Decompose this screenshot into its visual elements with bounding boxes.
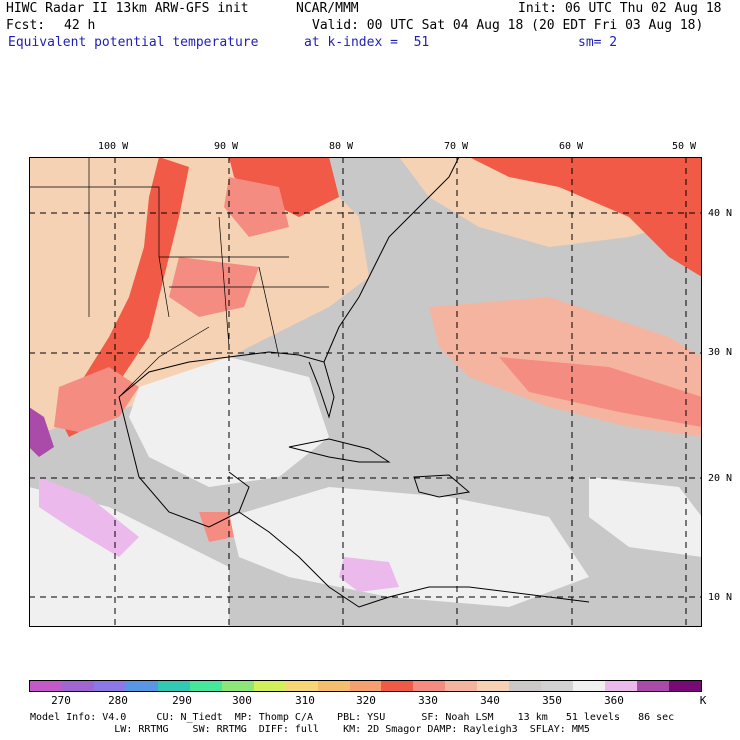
colorbar-tick: 350 [542, 694, 562, 707]
colorbar-unit: K [699, 694, 707, 707]
colorbar-swatch [317, 681, 350, 691]
forecast-label: Fcst: [6, 18, 46, 33]
border-line [29, 186, 289, 258]
colorbar-swatch [477, 681, 510, 691]
high-thetae-plains [59, 157, 189, 437]
graticule [29, 157, 702, 627]
violet-caribbean [339, 557, 399, 592]
salmon-central-america [199, 512, 234, 542]
colorbar-swatch [669, 681, 702, 691]
high-thetae-south-texas [54, 367, 139, 432]
high-thetae-nw-atlantic [469, 157, 702, 277]
mexico-coast [118, 396, 250, 528]
colorbar-swatch [349, 681, 382, 691]
colorbar-swatch [445, 681, 478, 691]
high-thetae-midwest [229, 157, 339, 217]
colorbar-swatch [637, 681, 670, 691]
colorbar-tick: 290 [172, 694, 192, 707]
lon-label: 80 W [329, 141, 354, 152]
colorbar-tick: 280 [108, 694, 128, 707]
colorbar-swatch [221, 681, 254, 691]
theta-e-map [29, 157, 702, 627]
colorbar-tick: 270 [51, 694, 71, 707]
lon-label: 50 W [672, 141, 697, 152]
lat-label: 10 N [708, 592, 733, 603]
colorbar-swatch [413, 681, 446, 691]
lon-label: 70 W [444, 141, 469, 152]
colorbar-swatch [381, 681, 414, 691]
colorbar-swatch [541, 681, 574, 691]
salmon-atlantic-band [499, 357, 702, 427]
colorbar-swatch [125, 681, 158, 691]
colorbar-tick: 340 [480, 694, 500, 707]
cool-tropical-atlantic [589, 477, 702, 557]
map-frame [29, 157, 702, 627]
border-line [258, 266, 280, 358]
model-source: NCAR/MMM [296, 1, 359, 16]
central-america-coast [238, 511, 390, 608]
forecast-hours: 42 h [64, 18, 96, 33]
border-line [218, 216, 230, 348]
colorbar-swatch [93, 681, 126, 691]
field-name: Equivalent potential temperature [8, 35, 259, 50]
init-time: Init: 06 UTC Thu 02 Aug 18 [518, 1, 722, 16]
us-east-coast [323, 157, 460, 363]
smoothing: sm= 2 [578, 35, 618, 50]
colorbar-swatch [573, 681, 606, 691]
hispaniola-outline [413, 474, 471, 498]
purple-baja [29, 407, 54, 457]
lat-label: 40 N [708, 208, 733, 219]
violet-pacific [39, 477, 139, 557]
level-index: at k-index = 51 [304, 35, 430, 50]
colorbar-swatch [61, 681, 94, 691]
us-gulf-coast [118, 351, 335, 419]
plot-title: HIWC Radar II 13km ARW-GFS init [6, 1, 249, 16]
colorbar-tick: 360 [604, 694, 624, 707]
lon-label: 90 W [214, 141, 239, 152]
colorbar-swatch [605, 681, 638, 691]
colorbar [29, 680, 702, 692]
cuba-outline [288, 438, 391, 463]
border-line [118, 326, 210, 398]
south-america-coast [388, 586, 590, 603]
lat-label: 20 N [708, 473, 733, 484]
valid-time: Valid: 00 UTC Sat 04 Aug 18 (20 EDT Fri … [312, 18, 704, 33]
colorbar-swatch [509, 681, 542, 691]
model-info-line-2: LW: RRTMG SW: RRTMG DIFF: full KM: 2D Sm… [30, 724, 590, 735]
lon-label: 60 W [559, 141, 584, 152]
model-info-line-1: Model Info: V4.0 CU: N_Tiedt MP: Thomp C… [30, 712, 675, 723]
colorbar-swatch [285, 681, 318, 691]
lon-label: 100 W [98, 141, 129, 152]
border-line [158, 256, 170, 318]
salmon-northeast [224, 177, 289, 237]
colorbar-swatch [253, 681, 286, 691]
colorbar-swatch [189, 681, 222, 691]
coastlines [118, 157, 590, 608]
colorbar-tick: 310 [295, 694, 315, 707]
lat-label: 30 N [708, 347, 733, 358]
colorbar-tick: 320 [356, 694, 376, 707]
colorbar-swatch [30, 681, 62, 691]
colorbar-tick: 330 [418, 694, 438, 707]
colorbar-tick: 300 [232, 694, 252, 707]
colorbar-swatch [157, 681, 190, 691]
political-borders [29, 157, 329, 398]
